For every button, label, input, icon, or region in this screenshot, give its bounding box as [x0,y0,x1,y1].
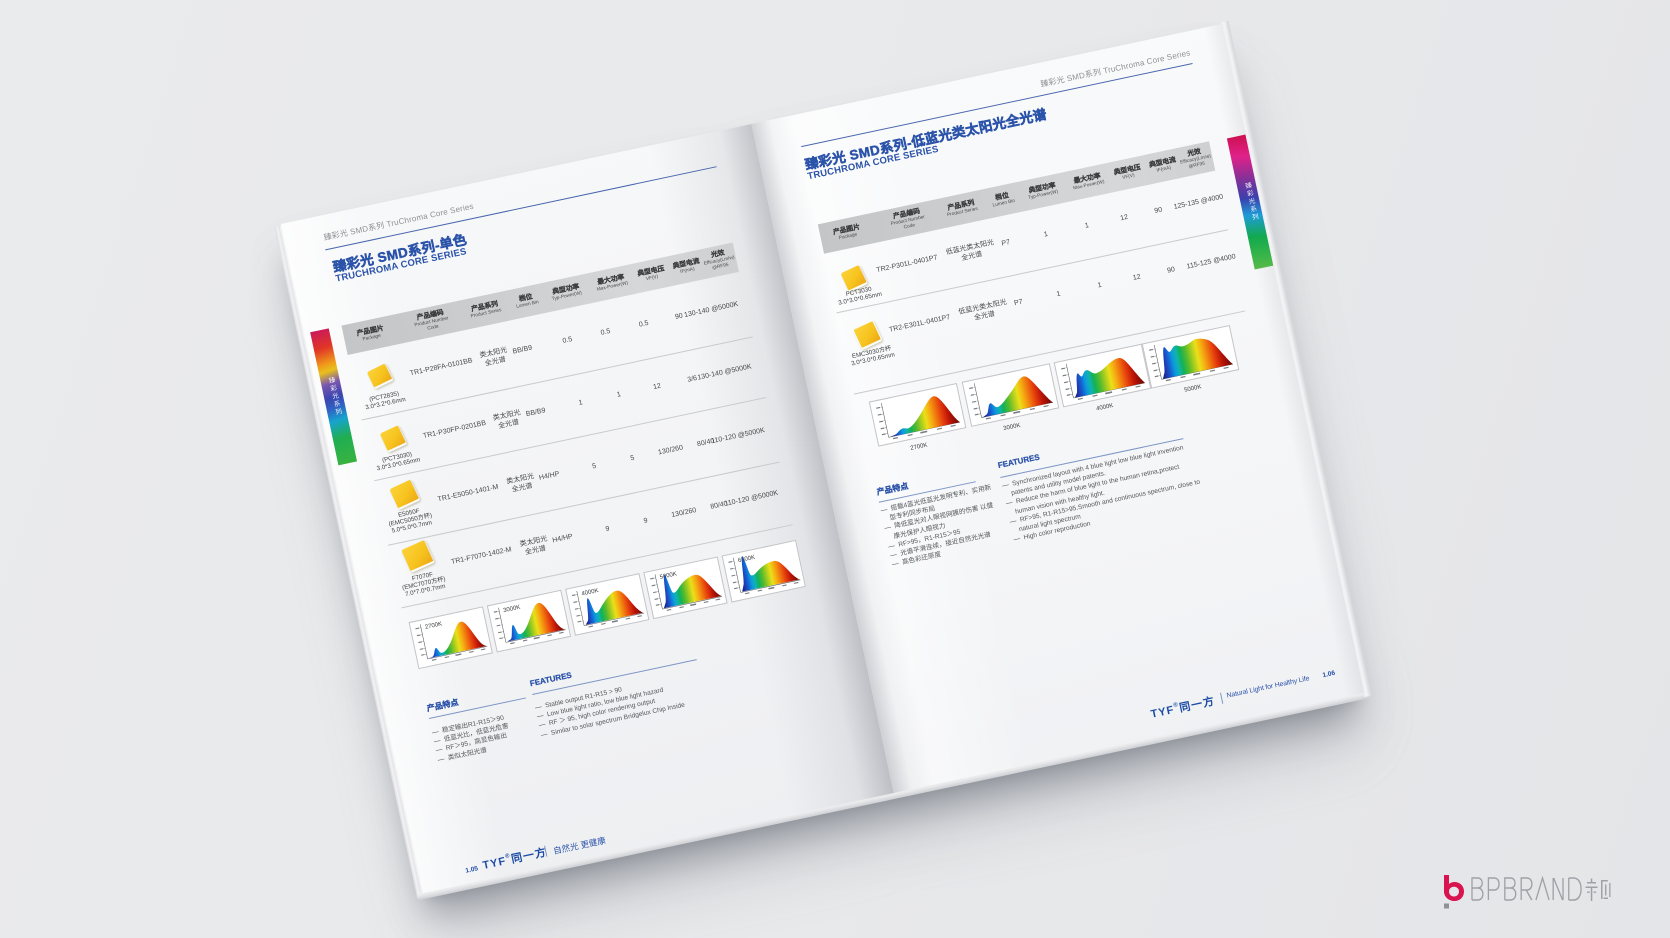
svg-text:6500K: 6500K [738,555,756,564]
svg-text:4000K: 4000K [581,588,599,597]
svg-text:3000K: 3000K [503,605,521,614]
svg-text:2700K: 2700K [424,621,442,630]
svg-text:5000K: 5000K [659,571,677,580]
